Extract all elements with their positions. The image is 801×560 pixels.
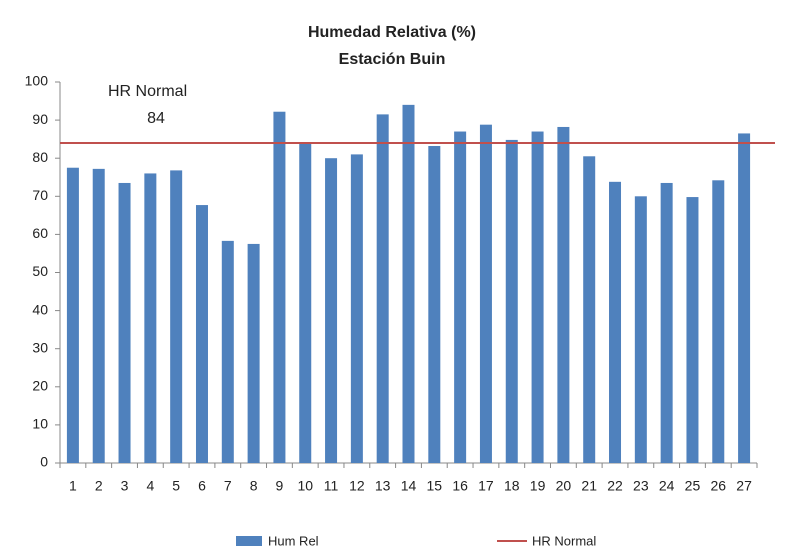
bar	[92, 168, 105, 464]
bar	[299, 143, 312, 464]
x-tick-label: 18	[504, 478, 520, 494]
x-tick-label: 12	[349, 478, 365, 494]
x-tick-label: 17	[478, 478, 494, 494]
x-tick-label: 9	[276, 478, 284, 494]
x-tick-label: 25	[685, 478, 701, 494]
x-tick-label: 26	[710, 478, 726, 494]
bar	[273, 111, 286, 463]
bar	[557, 126, 570, 463]
x-tick-label: 6	[198, 478, 206, 494]
bar	[350, 154, 363, 463]
y-tick-label: 90	[32, 111, 48, 127]
x-tick-label: 23	[633, 478, 649, 494]
x-tick-label: 4	[146, 478, 154, 494]
x-tick-label: 11	[324, 478, 339, 494]
bar	[479, 124, 492, 463]
bar	[712, 180, 725, 463]
y-tick-label: 70	[32, 187, 48, 203]
bar	[634, 196, 647, 464]
y-tick-label: 20	[32, 378, 48, 394]
x-tick-label: 8	[250, 478, 258, 494]
bar	[686, 197, 699, 463]
legend-label: Hum Rel	[268, 533, 319, 548]
x-tick-label: 24	[659, 478, 675, 494]
annotation-name: HR Normal	[108, 83, 187, 100]
y-tick-label: 60	[32, 225, 48, 241]
y-tick-label: 100	[25, 73, 49, 89]
bar	[247, 243, 260, 463]
bar	[376, 114, 389, 463]
x-tick-label: 20	[556, 478, 572, 494]
bar	[221, 240, 234, 463]
x-tick-label: 2	[95, 478, 103, 494]
bar	[66, 167, 79, 463]
x-tick-label: 3	[121, 478, 129, 494]
bar	[505, 139, 518, 464]
bar	[738, 133, 751, 463]
x-tick-label: 22	[607, 478, 623, 494]
x-tick-label: 19	[530, 478, 546, 494]
legend-swatch	[236, 536, 262, 546]
bar	[428, 146, 441, 463]
bar	[144, 173, 157, 463]
bar	[583, 156, 596, 464]
bar	[195, 205, 208, 464]
y-tick-label: 80	[32, 149, 48, 165]
x-tick-label: 27	[736, 478, 752, 494]
chart-subtitle: Estación Buin	[339, 51, 446, 68]
y-tick-label: 50	[32, 263, 48, 279]
x-tick-label: 13	[375, 478, 391, 494]
x-tick-label: 7	[224, 478, 232, 494]
legend-label: HR Normal	[532, 533, 596, 548]
bar	[609, 181, 622, 463]
y-tick-label: 10	[32, 416, 48, 432]
chart-title: Humedad Relativa (%)	[308, 24, 476, 41]
annotation-value: 84	[147, 110, 165, 127]
x-tick-label: 10	[297, 478, 313, 494]
y-tick-label: 40	[32, 301, 48, 317]
x-tick-label: 21	[581, 478, 597, 494]
bar	[660, 182, 673, 463]
bar	[531, 131, 544, 463]
bar	[402, 104, 415, 464]
y-tick-label: 30	[32, 339, 48, 355]
x-tick-label: 16	[452, 478, 468, 494]
bar	[454, 131, 467, 463]
bar	[170, 170, 183, 463]
x-tick-label: 5	[172, 478, 180, 494]
bar	[325, 158, 338, 463]
y-tick-label: 0	[40, 454, 48, 470]
x-tick-label: 14	[401, 478, 417, 494]
bar	[118, 182, 131, 463]
x-tick-label: 15	[427, 478, 443, 494]
x-tick-label: 1	[69, 478, 77, 494]
